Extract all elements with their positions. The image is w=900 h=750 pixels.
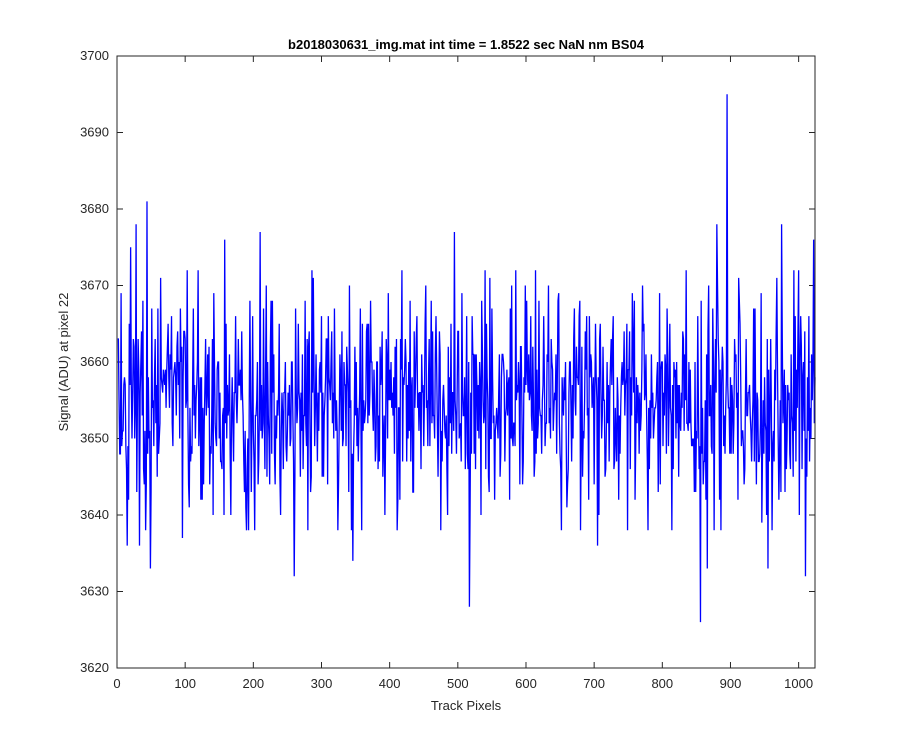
y-tick-label: 3700	[80, 48, 109, 63]
x-tick-label: 400	[379, 676, 401, 691]
x-tick-label: 900	[720, 676, 742, 691]
tick-layer: 0 100 200 300 400 500 600 700 800 900 1000 3620 3630…	[80, 48, 815, 691]
x-tick-label: 0	[113, 676, 120, 691]
y-tick-label: 3620	[80, 660, 109, 675]
y-tick-label: 3650	[80, 431, 109, 446]
series-line-0	[117, 94, 816, 623]
y-tick-label: 3630	[80, 584, 109, 599]
y-tick-label: 3680	[80, 201, 109, 216]
x-tick-label: 200	[242, 676, 264, 691]
x-tick-label: 700	[583, 676, 605, 691]
y-tick-label: 3640	[80, 507, 109, 522]
y-tick-label: 3690	[80, 125, 109, 140]
y-axis-label: Signal (ADU) at pixel 22	[56, 293, 71, 432]
x-axis-label: Track Pixels	[431, 698, 502, 713]
axes-box	[116, 55, 816, 669]
x-tick-label: 800	[651, 676, 673, 691]
x-tick-label: 500	[447, 676, 469, 691]
x-tick-label: 600	[515, 676, 537, 691]
chart-title: b2018030631_img.mat int time = 1.8522 se…	[288, 37, 645, 52]
series-layer	[117, 94, 816, 623]
x-tick-label: 1000	[784, 676, 813, 691]
y-tick-label: 3660	[80, 354, 109, 369]
x-tick-label: 100	[174, 676, 196, 691]
x-tick-label: 300	[311, 676, 333, 691]
y-tick-label: 3670	[80, 278, 109, 293]
